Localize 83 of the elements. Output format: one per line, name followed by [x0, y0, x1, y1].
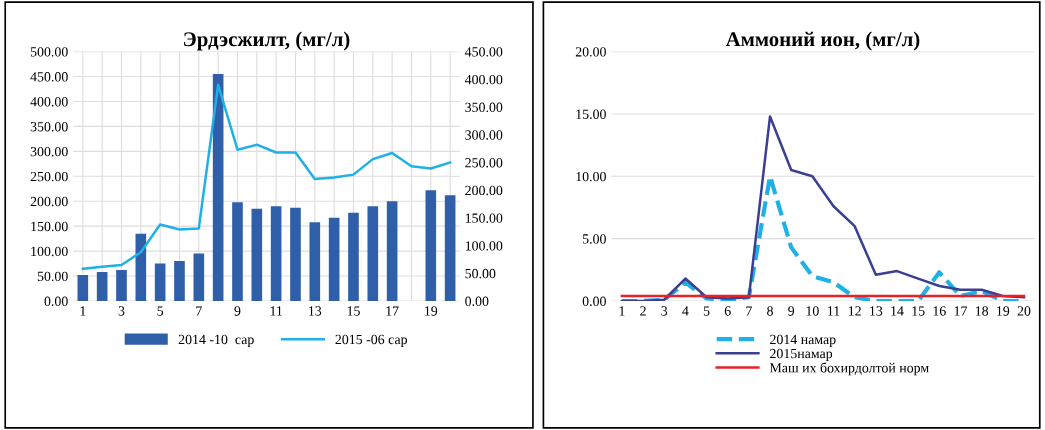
bar [290, 207, 301, 301]
y-tick-label: 250.00 [30, 171, 68, 182]
y2-tick-label: 250.00 [465, 158, 503, 168]
y2-tick-label: 300.00 [465, 130, 503, 140]
y-tick-label: 0.00 [582, 296, 606, 307]
x-tick-label: 9 [788, 306, 795, 316]
x-tick-label: 16 [933, 306, 946, 316]
chart-title: Аммоний ион, (мг/л) [725, 31, 920, 51]
x-tick-label: 15 [347, 306, 360, 316]
x-tick-label: 3 [118, 306, 125, 316]
x-tick-label: 5 [157, 306, 164, 316]
x-tick-label: 9 [234, 306, 241, 316]
bar [328, 217, 340, 301]
x-tick-label: 6 [724, 306, 731, 316]
y-tick-label: 100.00 [31, 246, 68, 257]
y-tick-label: 300.00 [30, 146, 68, 157]
y2-tick-label: 350.00 [465, 102, 503, 113]
x-tick-label: 1 [80, 306, 86, 316]
x-tick-label: 17 [954, 306, 968, 316]
x-tick-label: 13 [309, 306, 322, 316]
y-tick-label: 50.00 [37, 271, 68, 282]
bar [444, 195, 456, 301]
y2-tick-label: 100.00 [465, 241, 503, 251]
y2-tick-label: 0.00 [465, 296, 489, 307]
line-series [620, 115, 1026, 301]
x-tick-label: 7 [196, 306, 202, 316]
y2-tick-label: 150.00 [465, 213, 503, 223]
legend-label: 2014 -10 сар [178, 334, 254, 347]
x-tick-label: 15 [912, 306, 925, 316]
x-tick-label: 4 [682, 306, 689, 316]
bar [96, 272, 108, 301]
y-tick-label: 500.00 [30, 47, 68, 57]
y2-tick-label: 200.00 [465, 185, 503, 196]
y-tick-label: 350.00 [30, 122, 68, 132]
x-tick-label: 1 [619, 306, 625, 316]
x-tick-label: 3 [661, 306, 668, 316]
legend-label: 2015 -06 сар [335, 334, 408, 347]
line-series [81, 83, 452, 271]
bar [425, 190, 437, 301]
y-tick-label: 400.00 [30, 97, 68, 107]
x-tick-label: 19 [425, 306, 438, 316]
y-tick-label: 450.00 [30, 72, 68, 82]
bar [309, 222, 321, 301]
y-tick-label: 150.00 [31, 221, 68, 232]
x-tick-label: 7 [746, 306, 752, 316]
chart-title: Эрдэсжилт, (мг/л) [184, 31, 350, 51]
bar [251, 208, 263, 301]
x-tick-label: 5 [703, 306, 710, 316]
bar [193, 253, 205, 301]
bar [386, 201, 398, 301]
x-tick-label: 2 [640, 306, 646, 316]
bar [154, 263, 166, 301]
y2-tick-label: 450.00 [464, 47, 503, 57]
x-tick-label: 19 [997, 306, 1010, 316]
x-tick-label: 17 [386, 306, 399, 316]
x-tick-label: 14 [891, 306, 904, 316]
x-tick-label: 12 [848, 306, 861, 316]
bar [367, 206, 379, 301]
x-tick-label: 8 [767, 306, 773, 316]
x-tick-label: 20 [1017, 306, 1031, 316]
bar [270, 206, 282, 301]
y2-tick-label: 400.00 [464, 74, 503, 85]
y-tick-label: 15.00 [576, 109, 606, 119]
y-tick-label: 0.00 [44, 296, 68, 307]
y-tick-label: 10.00 [576, 171, 606, 182]
bar [174, 261, 185, 301]
bar [135, 233, 147, 301]
y-tick-label: 5.00 [582, 234, 606, 244]
x-tick-label: 11 [828, 306, 840, 316]
bar [348, 212, 359, 301]
legend-label: Маш их бохирдолтой норм [769, 362, 929, 376]
legend-label: 2015намар [770, 348, 833, 362]
bar [77, 275, 89, 301]
y2-tick-label: 50.00 [465, 268, 496, 279]
legend-label: 2014 намар [770, 334, 836, 347]
y-tick-label: 200.00 [30, 196, 68, 207]
x-tick-label: 11 [270, 306, 282, 316]
y-tick-label: 20.00 [575, 47, 606, 57]
bar [116, 270, 127, 301]
x-tick-label: 18 [975, 306, 989, 316]
bar [232, 202, 243, 301]
x-tick-label: 10 [806, 306, 819, 316]
x-tick-label: 13 [870, 306, 883, 316]
